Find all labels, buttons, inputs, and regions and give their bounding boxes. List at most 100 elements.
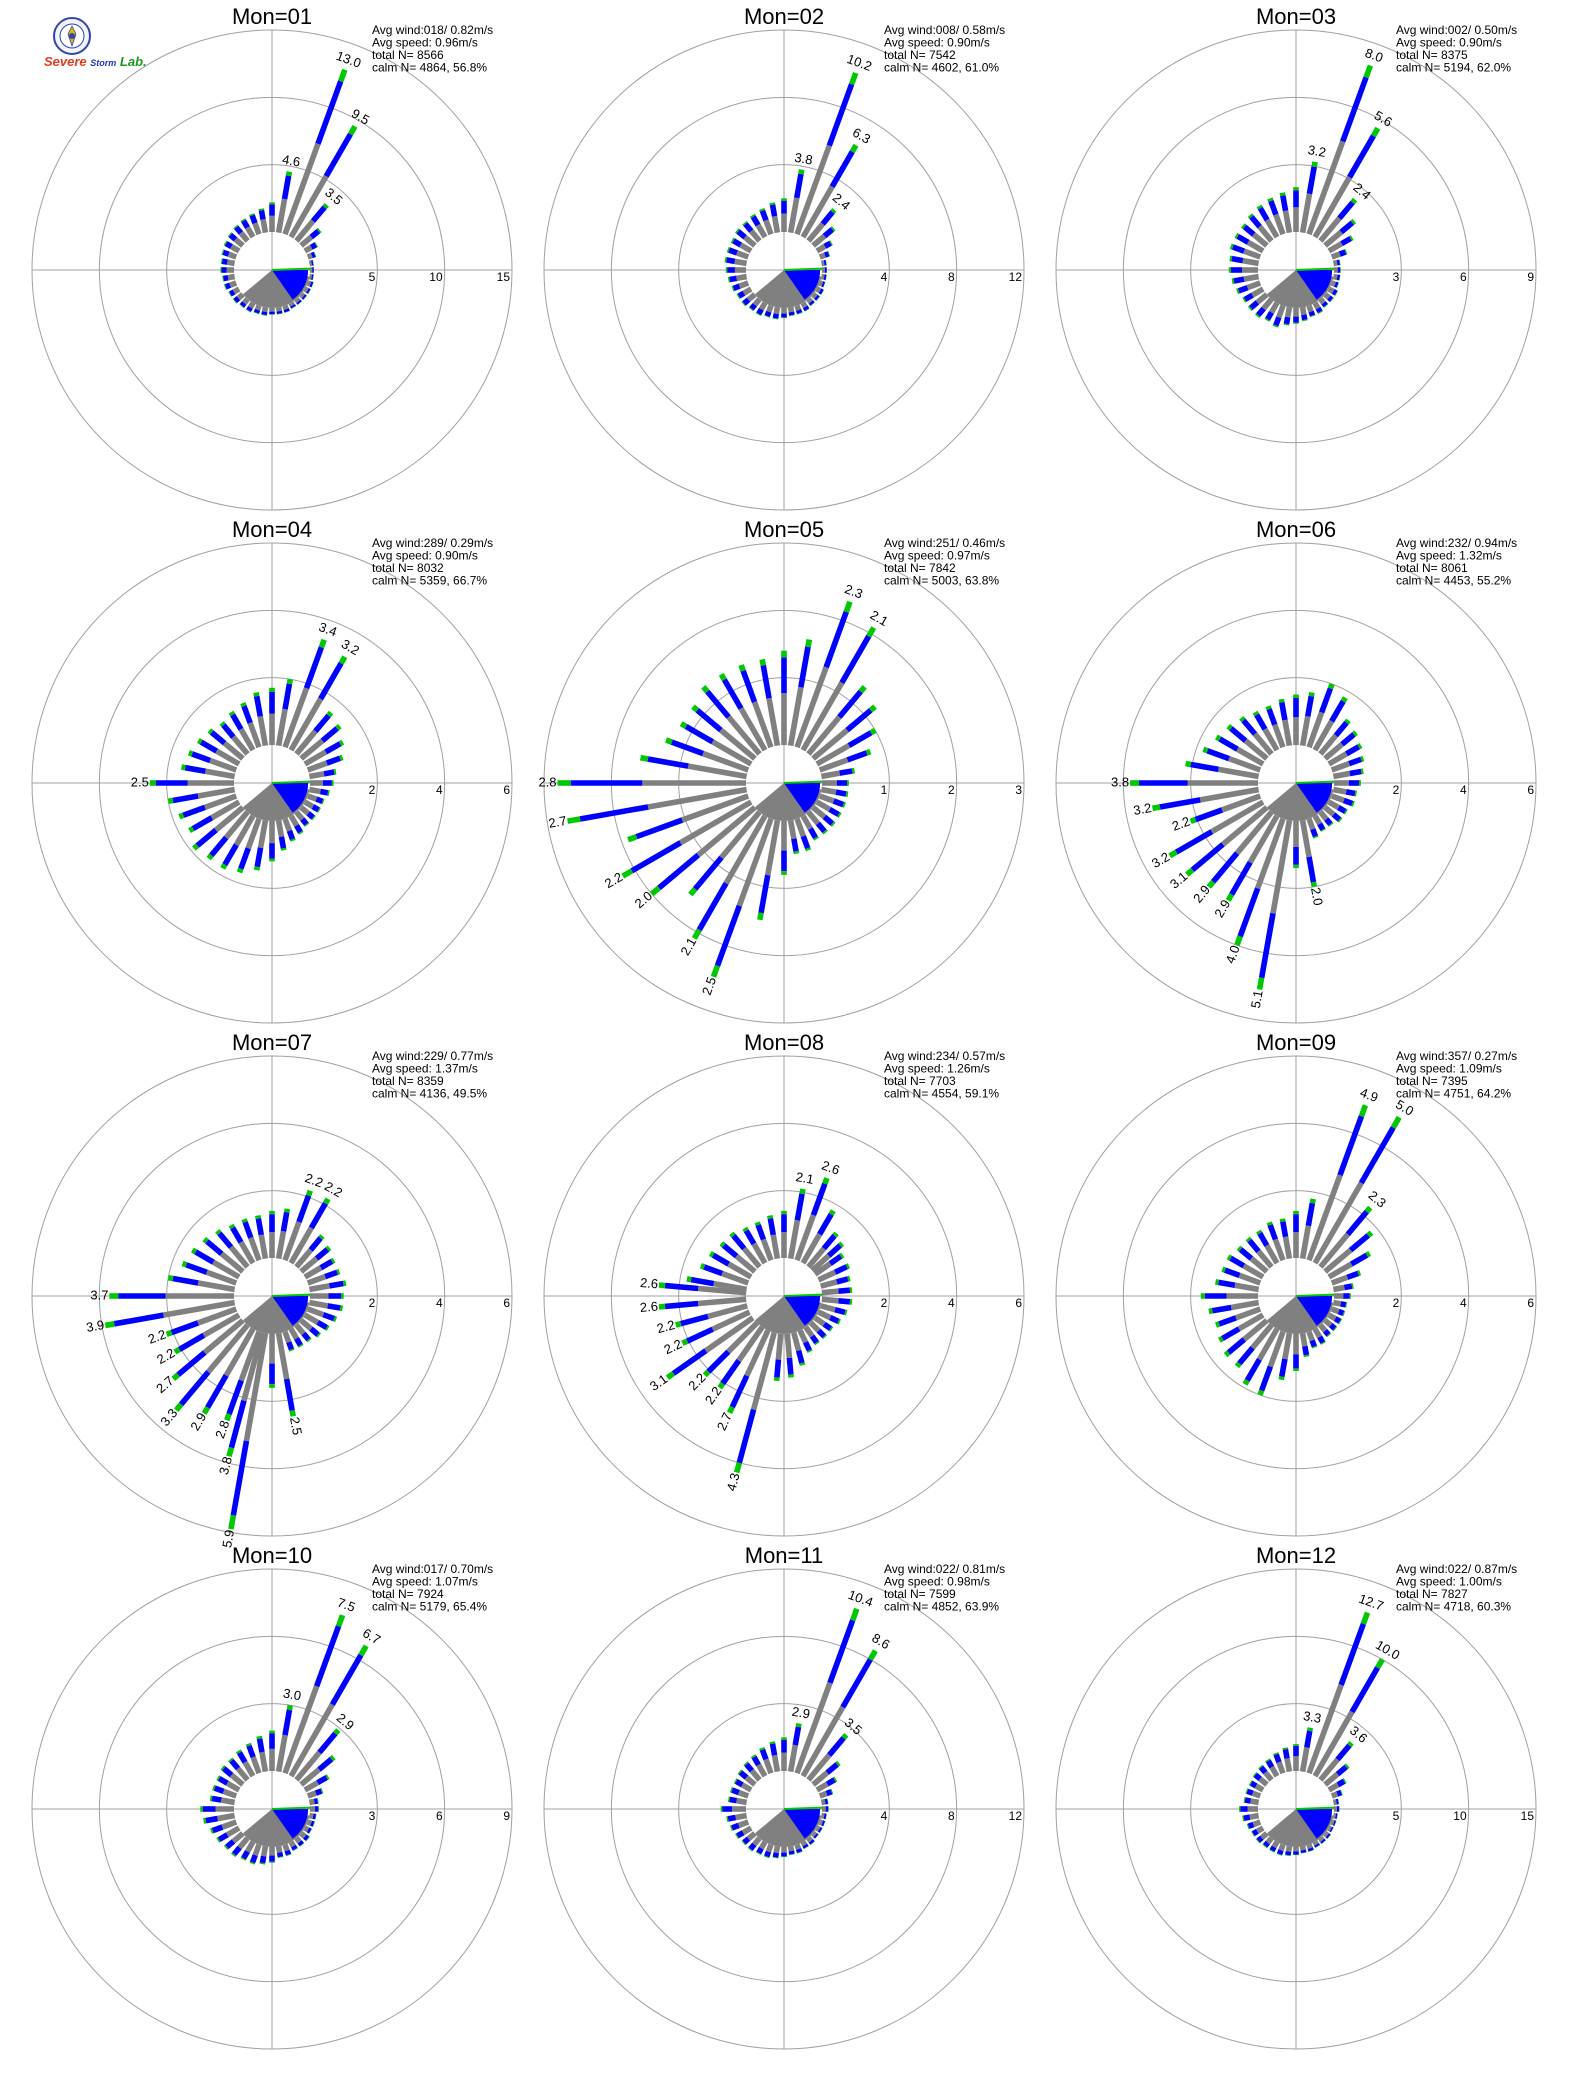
bar-segment-grey xyxy=(773,306,781,315)
bar-segment-green xyxy=(1278,1376,1285,1381)
bar-segment-blue xyxy=(1337,200,1355,220)
bar-segment-grey xyxy=(219,1251,245,1274)
bar-segment-green xyxy=(312,1821,315,1827)
bar-segment-grey xyxy=(1312,175,1352,239)
bar-segment-green xyxy=(1262,1844,1268,1849)
ring-label: 8 xyxy=(948,270,955,284)
bar-segment-blue xyxy=(756,307,764,316)
bar-segment-blue xyxy=(720,1358,742,1386)
bar-segment-blue xyxy=(684,724,714,745)
bar-segment-green xyxy=(269,1861,275,1863)
bar-segment-grey xyxy=(813,1261,832,1277)
bar-segment-grey xyxy=(294,1248,313,1269)
bar-segment-blue xyxy=(316,1775,328,1785)
bar-segment-green xyxy=(305,1836,310,1842)
bar-segment-grey xyxy=(282,1843,290,1852)
stats-line: Avg wind:017/ 0.70m/s xyxy=(372,1562,493,1576)
bar-segment-blue xyxy=(703,1264,724,1277)
bar-segment-green xyxy=(223,1844,229,1850)
bar-segment-green xyxy=(1239,1806,1241,1812)
bar-segment-blue xyxy=(1211,851,1240,884)
stats-line: Avg speed: 0.98m/s xyxy=(884,1575,990,1589)
bar-segment-grey xyxy=(1243,738,1269,761)
bar-segment-blue xyxy=(281,175,292,200)
bar-segment-green xyxy=(220,258,223,264)
bar-segment-green xyxy=(1323,303,1329,308)
stats-line: Avg speed: 1.32m/s xyxy=(1396,549,1502,563)
bar-segment-green xyxy=(1338,1318,1342,1325)
bar-segment-blue xyxy=(254,847,264,868)
bar-segment-grey xyxy=(1299,819,1312,858)
bar-segment-green xyxy=(830,208,837,214)
bar-segment-blue xyxy=(246,1744,256,1758)
bar-segment-blue xyxy=(1314,1843,1320,1848)
bar-segment-green xyxy=(1309,314,1316,318)
bar-segment-blue xyxy=(1240,1806,1248,1812)
bar-segment-blue xyxy=(1231,244,1245,254)
bar-segment-grey xyxy=(726,715,762,756)
bar-segment-green xyxy=(822,829,828,835)
bar-segment-grey xyxy=(1282,1236,1293,1260)
calm-green-ray xyxy=(271,780,311,784)
bar-segment-blue xyxy=(834,1264,848,1275)
bar-segment-blue xyxy=(1243,292,1254,302)
stats-line: Avg wind:232/ 0.94m/s xyxy=(1396,536,1517,550)
bar-segment-green xyxy=(209,1795,213,1802)
bar-segment-green xyxy=(797,312,803,315)
bar-segment-green xyxy=(284,1208,291,1213)
bar-segment-grey xyxy=(1284,306,1293,318)
bar-segment-green xyxy=(851,767,856,774)
bar-segment-green xyxy=(253,311,260,315)
bar-segment-grey xyxy=(1271,1840,1280,1849)
bar-segment-blue xyxy=(1315,306,1323,314)
bar-segment-grey xyxy=(288,1226,314,1265)
bar-segment-grey xyxy=(681,793,750,823)
bar-segment-grey xyxy=(811,805,827,820)
bar-segment-grey xyxy=(642,780,746,786)
bar-value-label: 2.1 xyxy=(795,1169,815,1187)
calm-lobe xyxy=(272,1296,309,1326)
stats-line: calm N= 4718, 60.3% xyxy=(1396,1600,1511,1614)
bar-segment-green xyxy=(341,1293,344,1299)
bar-segment-blue xyxy=(170,1320,199,1336)
bar-segment-grey xyxy=(299,1767,321,1787)
bar-segment-grey xyxy=(752,297,762,307)
bar-segment-grey xyxy=(1332,1812,1337,1819)
bar-segment-blue xyxy=(1340,76,1369,143)
bar-segment-grey xyxy=(288,1703,335,1778)
bar-segment-grey xyxy=(794,304,802,311)
bar-segment-grey xyxy=(734,267,746,273)
bar-segment-grey xyxy=(800,1705,846,1778)
bar-segment-grey xyxy=(308,1299,329,1309)
calm-green-ray xyxy=(783,780,823,784)
bar-segment-blue xyxy=(296,1194,312,1223)
bar-segment-blue xyxy=(238,847,251,870)
bar-segment-green xyxy=(241,1218,248,1223)
bar-segment-blue xyxy=(315,796,324,804)
bar-segment-blue xyxy=(1276,1849,1284,1856)
bar-segment-blue xyxy=(1337,1806,1339,1812)
bar-segment-grey xyxy=(738,707,768,752)
grid-ring xyxy=(98,609,446,957)
bar-segment-blue xyxy=(818,288,824,295)
bar-segment-green xyxy=(333,1316,338,1322)
bar-segment-blue xyxy=(230,713,244,731)
stats-line: Avg wind:022/ 0.81m/s xyxy=(884,1562,1005,1576)
bar-segment-green xyxy=(727,276,731,283)
bar-segment-blue xyxy=(1249,300,1260,310)
bar-segment-grey xyxy=(771,215,781,234)
bar-segment-green xyxy=(1360,1611,1371,1625)
bar-segment-blue xyxy=(788,311,795,316)
bar-segment-blue xyxy=(847,730,873,748)
bar-segment-blue xyxy=(822,1321,833,1331)
bar-segment-grey xyxy=(247,722,262,749)
bar-segment-green xyxy=(658,1282,666,1289)
bar-segment-blue xyxy=(1329,699,1346,723)
bar-segment-green xyxy=(149,780,156,786)
bar-segment-green xyxy=(1256,977,1265,990)
bar-segment-blue xyxy=(221,258,228,265)
bar-segment-green xyxy=(759,658,766,666)
bar-segment-blue xyxy=(798,646,811,688)
